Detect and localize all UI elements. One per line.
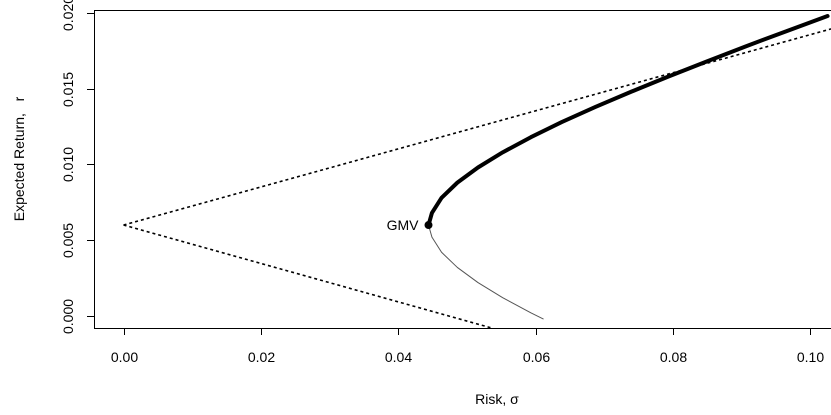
x-tick-label: 0.06 [523,349,550,365]
inefficient-frontier-line [428,224,544,320]
y-tick-label: 0.005 [60,223,76,258]
x-tick-label: 0.08 [660,349,687,365]
x-tick-label: 0.10 [797,349,824,365]
series-group [123,14,831,328]
y-tick-label: 0.020 [60,0,76,31]
efficient-frontier-line [426,14,830,228]
x-tick-label: 0.02 [248,349,275,365]
gmv-point [424,221,433,230]
annotations: GMV [387,217,433,233]
y-tick-label: 0.015 [60,72,76,107]
y-axis-title: Expected Return, r [11,96,27,221]
gmv-label: GMV [387,217,420,233]
x-tick-label: 0.04 [385,349,412,365]
asymptote-line [123,224,492,328]
y-tick-label: 0.000 [60,299,76,334]
asymptote-line [123,28,831,226]
x-axis-title: Risk, σ [475,391,519,407]
axes: 0.00 0.02 0.04 0.06 0.08 0.10 0.000 0.005 0.010 0… [11,0,831,407]
y-tick-label: 0.010 [60,147,76,182]
x-tick-label: 0.00 [111,349,138,365]
